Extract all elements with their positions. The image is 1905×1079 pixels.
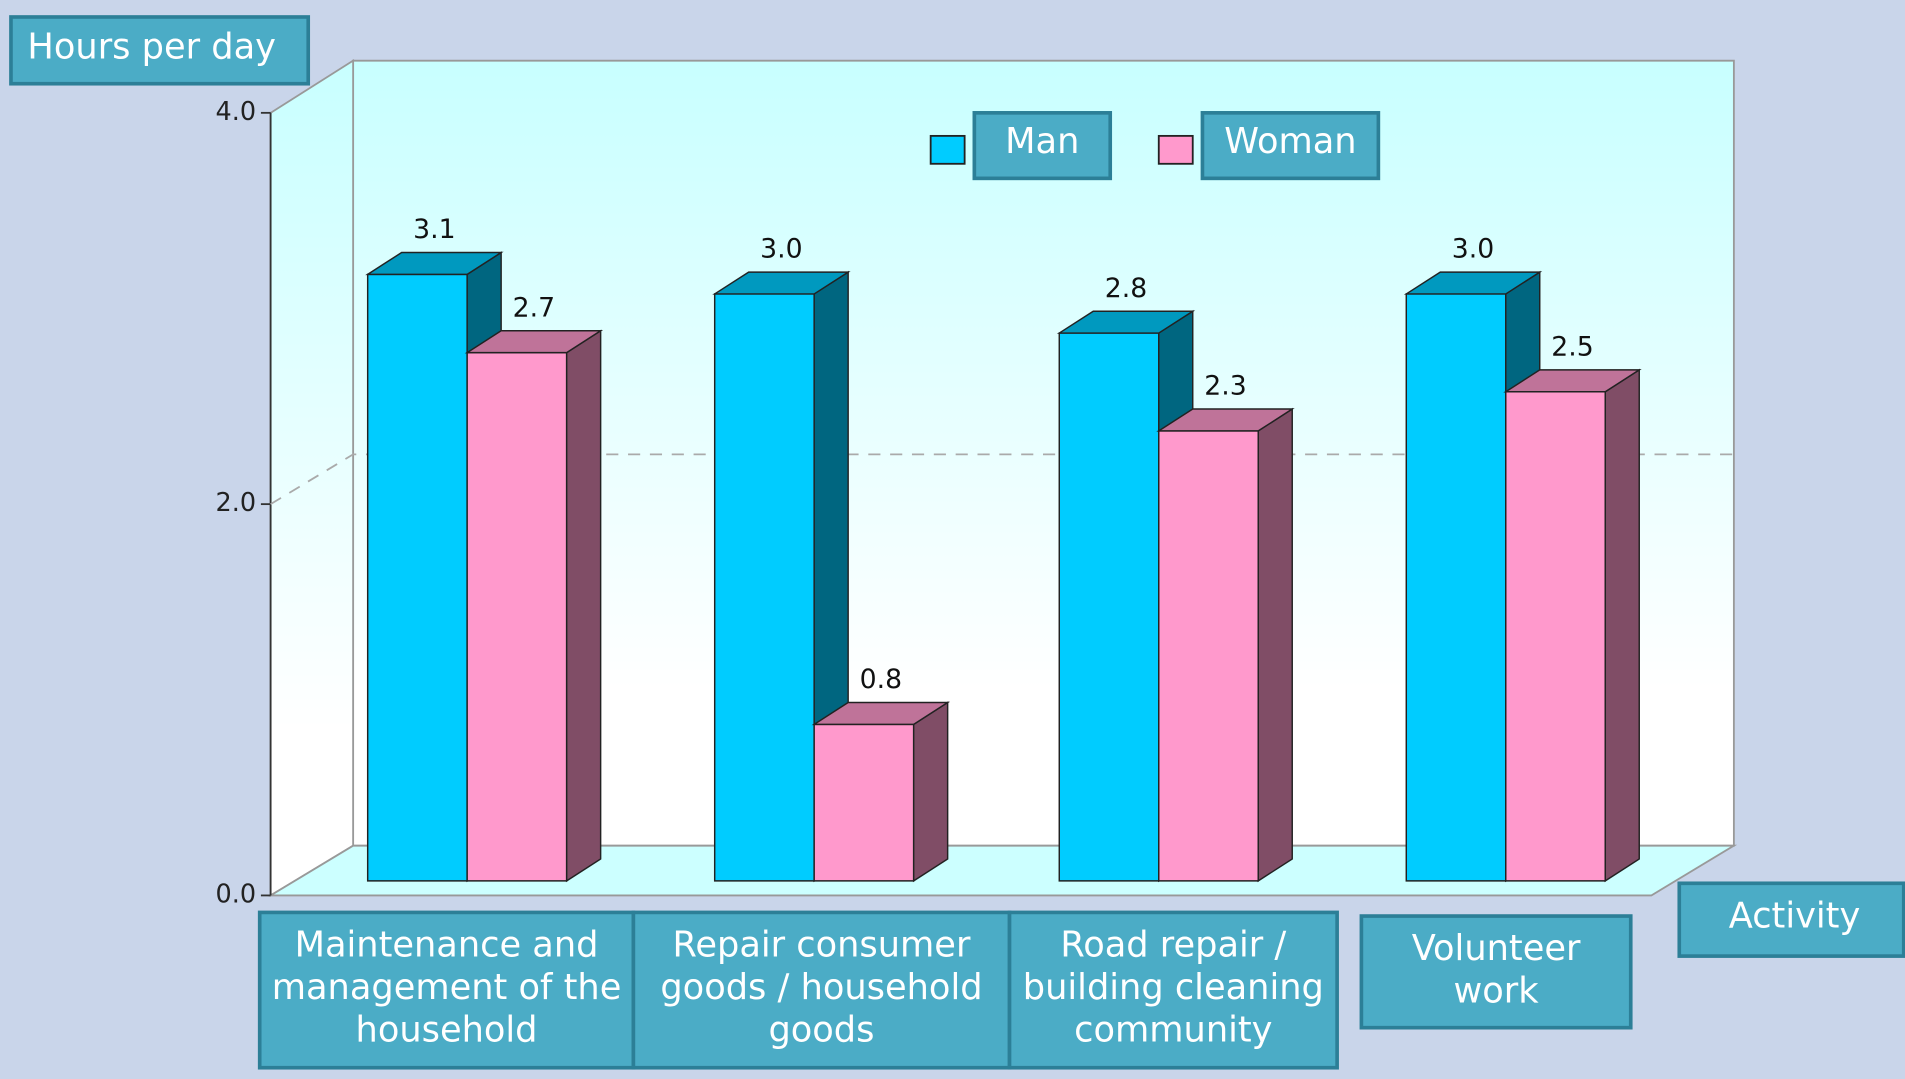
- x-tick-label: household: [356, 1009, 538, 1050]
- value-label: 3.0: [1452, 234, 1494, 265]
- bar-face: [1158, 430, 1259, 882]
- y-tick-label: 4.0: [216, 97, 257, 127]
- x-label-box: [1677, 881, 1905, 958]
- legend-box: [1200, 111, 1381, 181]
- floor: [267, 844, 1738, 897]
- bar-face: [1058, 332, 1160, 882]
- y-label-box: [9, 15, 311, 86]
- x-tick-label: Volunteer: [1412, 928, 1581, 969]
- value-label: 0.8: [860, 664, 902, 695]
- legend-label: Man: [1005, 121, 1079, 162]
- value-label: 2.7: [513, 292, 555, 323]
- bar: [811, 701, 951, 883]
- bar-face: [365, 251, 504, 276]
- y-tick-label: 0.0: [216, 879, 257, 909]
- legend-label: Woman: [1224, 121, 1356, 162]
- bar: [1503, 368, 1642, 883]
- category-box: [631, 910, 1012, 1070]
- category-box: [257, 910, 636, 1070]
- x-tick-label: management of the: [272, 967, 622, 1008]
- legend-box: [972, 111, 1113, 181]
- x-tick-label: Road repair /: [1060, 924, 1286, 965]
- bar-face: [464, 330, 604, 354]
- x-label: Activity: [1729, 895, 1861, 936]
- bar-face: [813, 723, 915, 882]
- side-wall: [269, 59, 355, 898]
- bar-face: [1503, 369, 1642, 393]
- value-label: 2.8: [1105, 273, 1147, 304]
- category-box: [1359, 914, 1633, 1030]
- y-tick-label: 2.0: [216, 488, 257, 518]
- bar-face: [811, 701, 951, 726]
- bar-face: [1505, 391, 1606, 882]
- legend-swatch: [1157, 134, 1194, 165]
- bar-face: [912, 701, 949, 883]
- x-tick-label: goods / household: [660, 967, 982, 1008]
- bar: [464, 329, 604, 883]
- x-tick-label: building cleaning: [1023, 967, 1324, 1008]
- bar-face: [1604, 368, 1640, 883]
- bar-face: [565, 329, 602, 883]
- bar-face: [1403, 271, 1543, 295]
- bar-face: [1405, 293, 1507, 882]
- bar-face: [712, 271, 851, 295]
- bar-face: [713, 293, 815, 882]
- y-label: Hours per day: [27, 27, 276, 68]
- bar-face: [1156, 408, 1295, 432]
- x-tick-label: work: [1454, 970, 1540, 1011]
- bar: [1156, 407, 1295, 883]
- bar-face: [466, 351, 568, 882]
- x-tick-label: Maintenance and: [295, 924, 599, 965]
- x-tick-label: Repair consumer: [673, 924, 971, 965]
- bar-face: [366, 273, 468, 882]
- legend-swatch: [929, 134, 966, 165]
- value-label: 2.5: [1551, 332, 1593, 363]
- bar-face: [1257, 407, 1293, 883]
- grid-line: [270, 453, 1734, 505]
- x-tick-label: goods: [768, 1009, 874, 1050]
- category-box: [1007, 910, 1339, 1070]
- bar-face: [1056, 310, 1196, 334]
- value-label: 2.3: [1204, 371, 1246, 402]
- value-label: 3.1: [413, 214, 455, 245]
- x-tick-label: community: [1074, 1009, 1272, 1050]
- value-label: 3.0: [760, 234, 802, 265]
